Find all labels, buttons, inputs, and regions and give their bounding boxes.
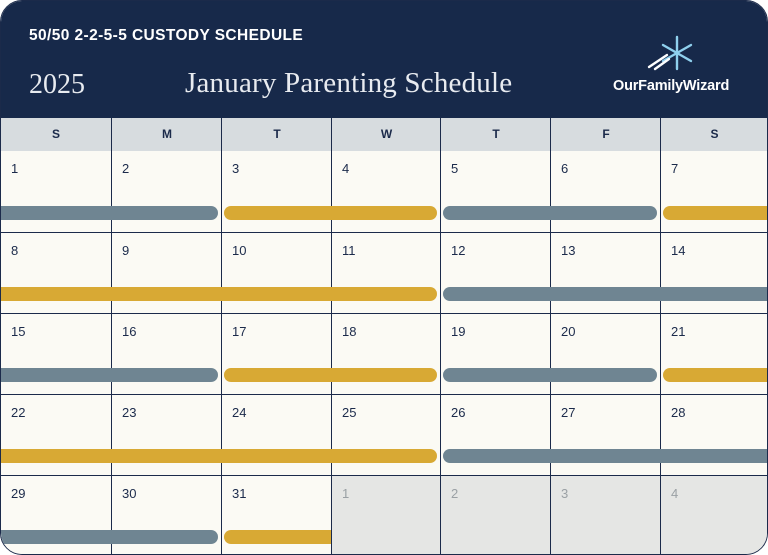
header-banner: 50/50 2-2-5-5 CUSTODY SCHEDULE 2025 Janu… — [1, 1, 767, 118]
day-number: 9 — [122, 243, 130, 258]
custody-bar-parent-a — [443, 368, 657, 382]
day-number: 23 — [122, 405, 137, 420]
day-number: 8 — [11, 243, 19, 258]
custody-bar-parent-b — [224, 530, 331, 544]
day-number: 2 — [122, 161, 130, 176]
calendar-day-cell-next-month[interactable]: 3 — [550, 475, 660, 554]
day-number: 15 — [11, 324, 26, 339]
day-number: 29 — [11, 486, 26, 501]
day-number: 28 — [671, 405, 686, 420]
day-number: 20 — [561, 324, 576, 339]
day-number: 6 — [561, 161, 569, 176]
weekday-label: M — [111, 118, 222, 151]
day-number: 19 — [451, 324, 466, 339]
day-number: 1 — [11, 161, 19, 176]
custody-bar-parent-a — [443, 206, 657, 220]
calendar-day-cell[interactable]: 30 — [111, 475, 221, 554]
custody-bar-parent-a — [1, 206, 218, 220]
day-number: 16 — [122, 324, 137, 339]
day-number: 22 — [11, 405, 26, 420]
calendar-day-cell-next-month[interactable]: 1 — [331, 475, 440, 554]
calendar-day-cell-next-month[interactable]: 4 — [660, 475, 767, 554]
calendar-grid: 1 2 3 4 5 6 7 8 9 10 11 12 13 14 15 16 17 18 19 20 21 22 23 24 2… — [1, 151, 767, 554]
custody-bar-parent-b — [663, 206, 767, 220]
day-number: 5 — [451, 161, 459, 176]
custody-bar-parent-b — [663, 368, 767, 382]
custody-bar-parent-b — [1, 287, 437, 301]
custody-bar-parent-b — [224, 368, 437, 382]
weekday-label: W — [331, 118, 441, 151]
custody-bar-parent-a — [443, 449, 767, 463]
day-number: 2 — [451, 486, 459, 501]
day-number: 3 — [561, 486, 569, 501]
brand-logo-text: OurFamilyWizard — [613, 78, 730, 94]
day-number: 30 — [122, 486, 137, 501]
day-number: 4 — [671, 486, 679, 501]
year-label: 2025 — [29, 69, 85, 100]
custody-bar-parent-b — [224, 206, 437, 220]
day-number: 17 — [232, 324, 247, 339]
day-number: 10 — [232, 243, 247, 258]
day-number: 12 — [451, 243, 466, 258]
day-number: 24 — [232, 405, 247, 420]
day-number: 13 — [561, 243, 576, 258]
weekday-label: T — [221, 118, 332, 151]
weekday-label: F — [550, 118, 661, 151]
day-number: 11 — [342, 243, 356, 258]
weekday-label: S — [51, 127, 60, 141]
day-number: 3 — [232, 161, 240, 176]
day-number: 1 — [342, 486, 350, 501]
star-burst-icon — [647, 35, 693, 71]
day-number: 26 — [451, 405, 466, 420]
custody-bar-parent-b — [1, 449, 437, 463]
day-number: 14 — [671, 243, 686, 258]
custody-bar-parent-a — [443, 287, 767, 301]
weekday-label: S — [660, 118, 767, 151]
day-number: 21 — [671, 324, 686, 339]
day-number: 25 — [342, 405, 357, 420]
custody-bar-parent-a — [1, 368, 218, 382]
day-number: 7 — [671, 161, 679, 176]
day-number: 27 — [561, 405, 576, 420]
page-title: January Parenting Schedule — [185, 67, 513, 99]
day-number: 18 — [342, 324, 357, 339]
calendar-day-cell-next-month[interactable]: 2 — [440, 475, 550, 554]
day-number: 31 — [232, 486, 247, 501]
weekday-label: T — [440, 118, 551, 151]
schedule-subtitle: 50/50 2-2-5-5 CUSTODY SCHEDULE — [29, 27, 304, 44]
custody-bar-parent-a — [1, 530, 218, 544]
day-number: 4 — [342, 161, 350, 176]
